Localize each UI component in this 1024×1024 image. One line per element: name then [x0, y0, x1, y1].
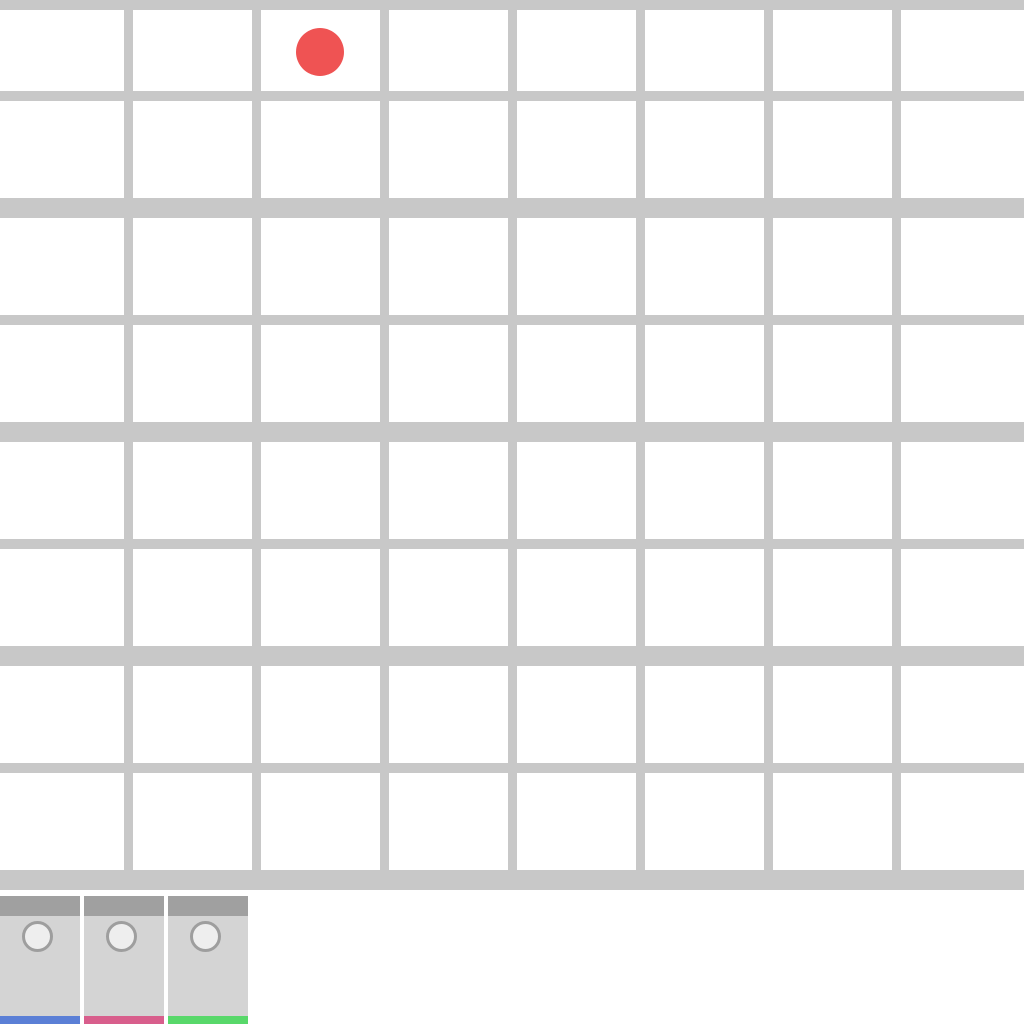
circle-icon — [190, 921, 221, 952]
grid-cell[interactable] — [389, 549, 508, 646]
grid-cell[interactable] — [773, 442, 892, 539]
grid-cell[interactable] — [901, 442, 1024, 539]
grid-cell[interactable] — [517, 773, 636, 870]
grid-cell[interactable] — [517, 325, 636, 422]
grid-cell[interactable] — [517, 218, 636, 315]
red-token[interactable] — [296, 28, 344, 76]
grid-cell[interactable] — [517, 101, 636, 198]
grid-cell[interactable] — [0, 10, 124, 91]
grid-cell[interactable] — [901, 666, 1024, 763]
grid-cell[interactable] — [901, 549, 1024, 646]
grid-cell[interactable] — [517, 10, 636, 91]
grid-vertical-line — [636, 0, 645, 890]
card-header — [168, 896, 248, 916]
grid-cell[interactable] — [261, 442, 380, 539]
grid-cell[interactable] — [0, 325, 124, 422]
grid-cell[interactable] — [389, 218, 508, 315]
grid-vertical-line — [508, 0, 517, 890]
grid-cell[interactable] — [0, 549, 124, 646]
grid-cell[interactable] — [773, 773, 892, 870]
card-color-stripe — [0, 1016, 80, 1024]
grid-cell[interactable] — [261, 101, 380, 198]
grid-cell[interactable] — [261, 325, 380, 422]
grid-cell[interactable] — [517, 442, 636, 539]
grid-cell[interactable] — [901, 101, 1024, 198]
grid-cell[interactable] — [773, 218, 892, 315]
card-header — [84, 896, 164, 916]
circle-icon — [106, 921, 137, 952]
grid-cell[interactable] — [261, 549, 380, 646]
grid-cell[interactable] — [261, 218, 380, 315]
grid-cell[interactable] — [773, 666, 892, 763]
grid-cell[interactable] — [773, 10, 892, 91]
grid-cell[interactable] — [133, 666, 252, 763]
grid-cell[interactable] — [389, 101, 508, 198]
hand-card[interactable] — [0, 896, 80, 1024]
grid-cell[interactable] — [133, 325, 252, 422]
grid-vertical-line — [124, 0, 133, 890]
grid-cell[interactable] — [645, 218, 764, 315]
grid-cell[interactable] — [645, 442, 764, 539]
grid-cell[interactable] — [901, 10, 1024, 91]
grid-cell[interactable] — [133, 442, 252, 539]
grid-vertical-line — [380, 0, 389, 890]
grid-cell[interactable] — [261, 773, 380, 870]
grid-cell[interactable] — [517, 666, 636, 763]
grid-cell[interactable] — [0, 773, 124, 870]
grid-vertical-line — [252, 0, 261, 890]
grid-cell[interactable] — [389, 666, 508, 763]
grid-cell[interactable] — [0, 666, 124, 763]
grid-cell[interactable] — [389, 10, 508, 91]
grid-cell[interactable] — [645, 325, 764, 422]
grid-cell[interactable] — [389, 442, 508, 539]
grid-cell[interactable] — [389, 773, 508, 870]
grid-cell[interactable] — [773, 101, 892, 198]
card-color-stripe — [84, 1016, 164, 1024]
circle-icon — [22, 921, 53, 952]
grid-vertical-line — [764, 0, 773, 890]
grid-cell[interactable] — [645, 773, 764, 870]
grid-cell[interactable] — [389, 325, 508, 422]
grid-cell[interactable] — [901, 218, 1024, 315]
grid-cell[interactable] — [0, 218, 124, 315]
grid-cell[interactable] — [645, 666, 764, 763]
grid-cell[interactable] — [773, 549, 892, 646]
grid-cell[interactable] — [0, 442, 124, 539]
grid-cell[interactable] — [133, 549, 252, 646]
grid-cell[interactable] — [901, 325, 1024, 422]
card-header — [0, 896, 80, 916]
grid-cell[interactable] — [133, 10, 252, 91]
card-color-stripe — [168, 1016, 248, 1024]
grid-cell[interactable] — [645, 549, 764, 646]
grid-cell[interactable] — [133, 101, 252, 198]
grid-cell[interactable] — [133, 218, 252, 315]
hand-card[interactable] — [84, 896, 164, 1024]
grid-vertical-line — [892, 0, 901, 890]
grid-cell[interactable] — [133, 773, 252, 870]
grid-cell[interactable] — [261, 666, 380, 763]
grid-cell[interactable] — [0, 101, 124, 198]
grid-cell[interactable] — [645, 101, 764, 198]
grid-cell[interactable] — [645, 10, 764, 91]
grid-cell[interactable] — [517, 549, 636, 646]
hand-card[interactable] — [168, 896, 248, 1024]
grid-cell[interactable] — [901, 773, 1024, 870]
grid-cell[interactable] — [773, 325, 892, 422]
